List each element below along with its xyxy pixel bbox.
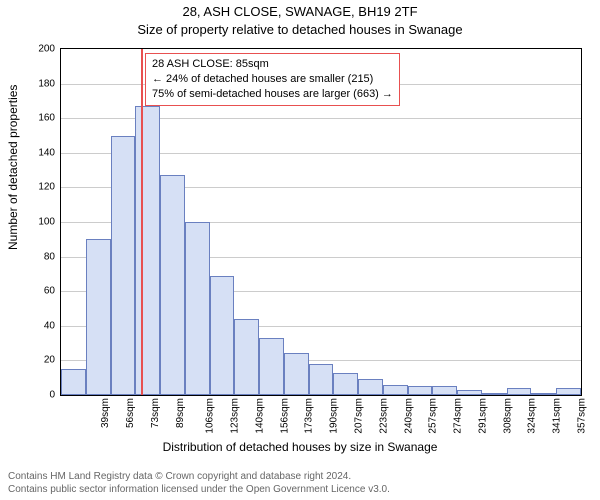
bar: [160, 175, 185, 395]
x-tick-label: 308sqm: [502, 398, 513, 434]
value-marker-line: [141, 49, 143, 395]
x-tick-label: 291sqm: [477, 398, 488, 434]
y-tick-label: 20: [44, 355, 55, 366]
bar: [86, 239, 111, 395]
x-tick-label: 341sqm: [552, 398, 563, 434]
chart-container: { "chart": { "type": "histogram", "title…: [0, 0, 600, 500]
annotation-line-3: 75% of semi-detached houses are larger (…: [152, 87, 393, 102]
x-tick-label: 173sqm: [304, 398, 315, 434]
plot-area: 020406080100120140160180200 28 ASH CLOSE…: [60, 48, 582, 396]
annotation-line-1: 28 ASH CLOSE: 85sqm: [152, 57, 393, 72]
annotation-line-2: ← 24% of detached houses are smaller (21…: [152, 72, 393, 87]
bar: [61, 369, 86, 395]
x-tick-label: 240sqm: [403, 398, 414, 434]
y-tick-label: 140: [38, 147, 55, 158]
bar: [333, 373, 358, 395]
credits-line-1: Contains HM Land Registry data © Crown c…: [8, 470, 592, 483]
bar: [210, 276, 235, 395]
credits-line-2: Contains public sector information licen…: [8, 483, 592, 496]
y-tick-label: 180: [38, 78, 55, 89]
bar: [358, 379, 383, 395]
bar: [309, 364, 334, 395]
x-tick-labels: 39sqm 56sqm 73sqm 89sqm 106sqm 123sqm 140sqm 15…: [60, 394, 580, 444]
x-tick-label: 324sqm: [527, 398, 538, 434]
y-axis-label: Number of detached properties: [6, 85, 20, 250]
x-tick-label: 123sqm: [230, 398, 241, 434]
y-tick-label: 120: [38, 182, 55, 193]
x-tick-label: 89sqm: [175, 398, 186, 428]
x-tick-label: 190sqm: [329, 398, 340, 434]
y-tick-label: 80: [44, 251, 55, 262]
x-tick-label: 207sqm: [354, 398, 365, 434]
credits: Contains HM Land Registry data © Crown c…: [8, 470, 592, 496]
x-tick-label: 39sqm: [100, 398, 111, 428]
y-tick-label: 40: [44, 320, 55, 331]
bar: [111, 136, 136, 396]
bar: [259, 338, 284, 395]
x-tick-label: 140sqm: [255, 398, 266, 434]
y-tick-label: 60: [44, 286, 55, 297]
x-tick-label: 56sqm: [125, 398, 136, 428]
x-tick-label: 106sqm: [205, 398, 216, 434]
bar: [234, 319, 259, 395]
y-tick-label: 160: [38, 113, 55, 124]
x-tick-label: 73sqm: [150, 398, 161, 428]
chart-title: 28, ASH CLOSE, SWANAGE, BH19 2TF: [0, 4, 600, 19]
y-tick-label: 200: [38, 44, 55, 55]
x-tick-label: 257sqm: [428, 398, 439, 434]
y-tick-label: 100: [38, 217, 55, 228]
chart-subtitle: Size of property relative to detached ho…: [0, 22, 600, 37]
x-tick-label: 357sqm: [576, 398, 587, 434]
bar: [135, 106, 160, 395]
annotation-box: 28 ASH CLOSE: 85sqm ← 24% of detached ho…: [145, 53, 400, 106]
x-axis-label: Distribution of detached houses by size …: [0, 440, 600, 454]
x-tick-label: 223sqm: [378, 398, 389, 434]
y-tick-label: 0: [49, 390, 55, 401]
x-tick-label: 274sqm: [453, 398, 464, 434]
x-tick-label: 156sqm: [279, 398, 290, 434]
bar: [185, 222, 210, 395]
bar: [284, 353, 309, 395]
